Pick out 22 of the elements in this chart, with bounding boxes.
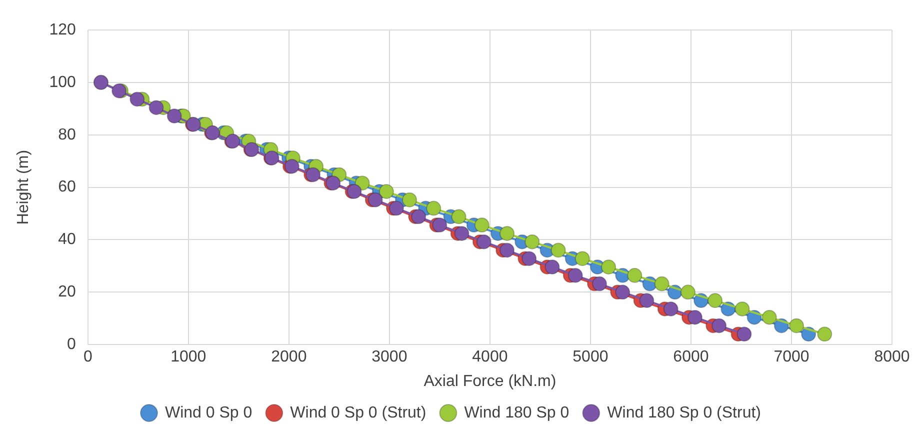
legend-label: Wind 0 Sp 0 — [165, 404, 252, 422]
y-tick-label: 120 — [49, 21, 76, 38]
y-tick-label: 20 — [58, 284, 76, 301]
legend-label: Wind 180 Sp 0 — [464, 404, 570, 422]
y-tick-label: 60 — [58, 178, 76, 196]
x-tick-label: 0 — [83, 348, 92, 366]
y-tick-label: 80 — [58, 126, 76, 144]
legend-label: Wind 0 Sp 0 (Strut) — [290, 404, 426, 422]
y-tick-label: 40 — [58, 231, 76, 248]
x-tick-label: 4000 — [472, 348, 508, 366]
y-tick-label: 0 — [66, 336, 76, 354]
x-tick-label: 1000 — [170, 348, 206, 366]
legend-label: Wind 180 Sp 0 (Strut) — [607, 404, 761, 422]
x-tick-label: 3000 — [372, 348, 408, 366]
x-axis-title: Axial Force (kN.m) — [424, 372, 556, 390]
y-axis-title: Height (m) — [15, 150, 32, 225]
x-tick-label: 2000 — [271, 348, 307, 366]
y-tick-label: 100 — [49, 74, 76, 91]
x-tick-label: 5000 — [572, 348, 608, 366]
x-tick-label: 7000 — [774, 348, 810, 366]
x-tick-label: 8000 — [874, 348, 910, 366]
x-tick-label: 6000 — [673, 348, 709, 366]
